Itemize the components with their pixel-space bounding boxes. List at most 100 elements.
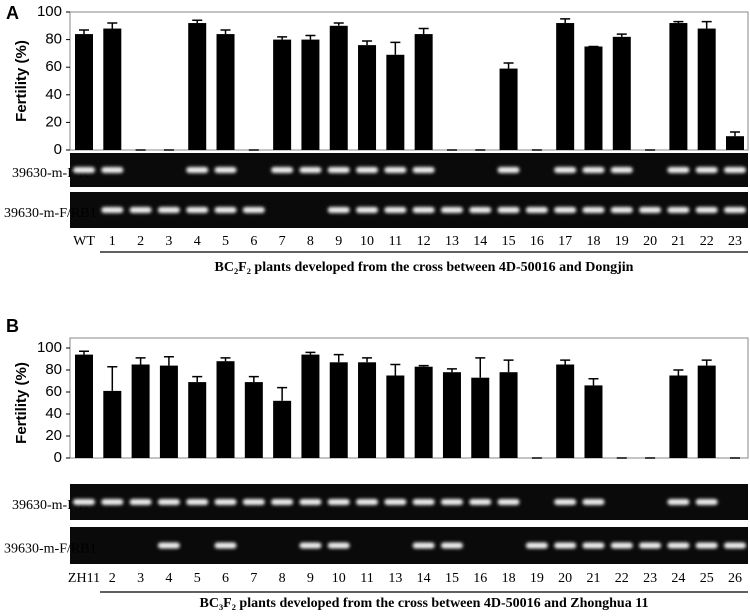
bar <box>386 54 405 150</box>
gel-band <box>412 542 435 549</box>
bar <box>556 364 575 458</box>
x-axis-label: BC₃F₂ plants developed from the cross be… <box>200 596 649 611</box>
x-axis-label: BC₂F₂ plants developed from the cross be… <box>215 260 634 275</box>
gel-band <box>271 167 294 173</box>
lane-label: 11 <box>389 234 402 249</box>
gel-band <box>667 207 690 213</box>
lane-label: 8 <box>279 571 286 586</box>
lane-label: 20 <box>643 234 657 249</box>
lane-label: ZH11 <box>68 571 100 586</box>
lane-label: 8 <box>307 234 314 249</box>
error-bar <box>362 40 373 46</box>
lane-label: WT <box>73 234 95 249</box>
gel-band <box>242 207 265 213</box>
y-tick-label: 0 <box>54 141 62 158</box>
bar <box>697 365 716 458</box>
error-bar <box>475 357 486 378</box>
gel-band <box>356 207 379 213</box>
gel-band <box>384 167 407 173</box>
lane-label: 12 <box>417 234 431 249</box>
gel-label: 39630-m-F/R <box>12 166 89 181</box>
y-tick-label: 40 <box>45 405 62 422</box>
error-bar <box>730 131 740 137</box>
bar <box>188 382 207 458</box>
y-tick-label: 20 <box>45 427 62 444</box>
bar <box>556 23 575 150</box>
bar <box>273 39 292 150</box>
error-bar <box>135 357 146 365</box>
lane-label: 19 <box>530 571 544 586</box>
error-bar <box>305 351 316 355</box>
gel-band <box>384 499 407 505</box>
bar <box>499 68 518 150</box>
gel-band <box>610 207 633 213</box>
error-bar <box>390 363 401 376</box>
gel-band <box>101 499 124 505</box>
plot-frame <box>69 11 749 151</box>
lane-label: 17 <box>558 234 572 249</box>
error-bar <box>503 62 514 69</box>
error-bar <box>446 368 457 373</box>
gel-image <box>70 527 748 564</box>
gel-band <box>667 499 690 505</box>
gel-band <box>101 167 124 173</box>
error-bar <box>673 369 684 376</box>
gel-band <box>412 499 435 505</box>
gel-band <box>582 542 605 549</box>
error-bar <box>277 36 288 40</box>
gel-image <box>70 153 748 187</box>
y-axis-label: Fertility (%) <box>13 362 30 444</box>
gel-band <box>667 167 690 173</box>
gel-band <box>327 207 350 213</box>
lane-label: 4 <box>194 234 201 249</box>
gel-band <box>129 499 152 505</box>
bar <box>584 46 603 150</box>
gel-band <box>356 167 379 173</box>
gel-image <box>70 484 748 520</box>
bar <box>75 354 93 458</box>
error-bar <box>503 359 514 373</box>
gel-band <box>695 207 718 213</box>
lane-label: 2 <box>137 234 144 249</box>
lane-label: 10 <box>332 571 346 586</box>
lane-label: 11 <box>360 571 373 586</box>
lane-label: 21 <box>586 571 600 586</box>
panel-label: A <box>6 3 19 23</box>
gel-band <box>101 207 124 213</box>
bar <box>301 354 320 458</box>
gel-band <box>582 499 605 505</box>
lane-label: 9 <box>307 571 314 586</box>
lane-label: 23 <box>728 234 742 249</box>
bar <box>584 385 603 458</box>
bar <box>499 372 518 458</box>
lane-label: 21 <box>671 234 685 249</box>
gel-band <box>554 499 577 505</box>
gel-band <box>554 207 577 213</box>
lane-label: 5 <box>222 234 229 249</box>
gel-band <box>497 207 520 213</box>
error-bar <box>107 22 118 29</box>
error-bar <box>560 359 571 365</box>
bar <box>244 382 263 458</box>
y-axis-label: Fertility (%) <box>13 40 30 122</box>
gel-band <box>214 167 237 173</box>
lane-label: 10 <box>360 234 374 249</box>
gel-band <box>299 542 322 549</box>
gel-band <box>327 167 350 173</box>
gel-band <box>610 542 633 549</box>
gel-band <box>129 207 152 213</box>
lane-label: 18 <box>502 571 516 586</box>
gel-band <box>724 167 746 173</box>
gel-band <box>214 207 237 213</box>
gel-band <box>667 542 690 549</box>
error-bar <box>220 357 231 362</box>
error-bar <box>390 41 401 55</box>
lane-label: 4 <box>165 571 172 586</box>
bar <box>697 28 716 151</box>
gel-band <box>299 499 322 505</box>
y-tick-label: 100 <box>37 339 62 356</box>
lane-label: 19 <box>615 234 629 249</box>
bar <box>669 23 688 150</box>
y-tick-label: 80 <box>45 361 62 378</box>
error-bar <box>248 375 259 383</box>
